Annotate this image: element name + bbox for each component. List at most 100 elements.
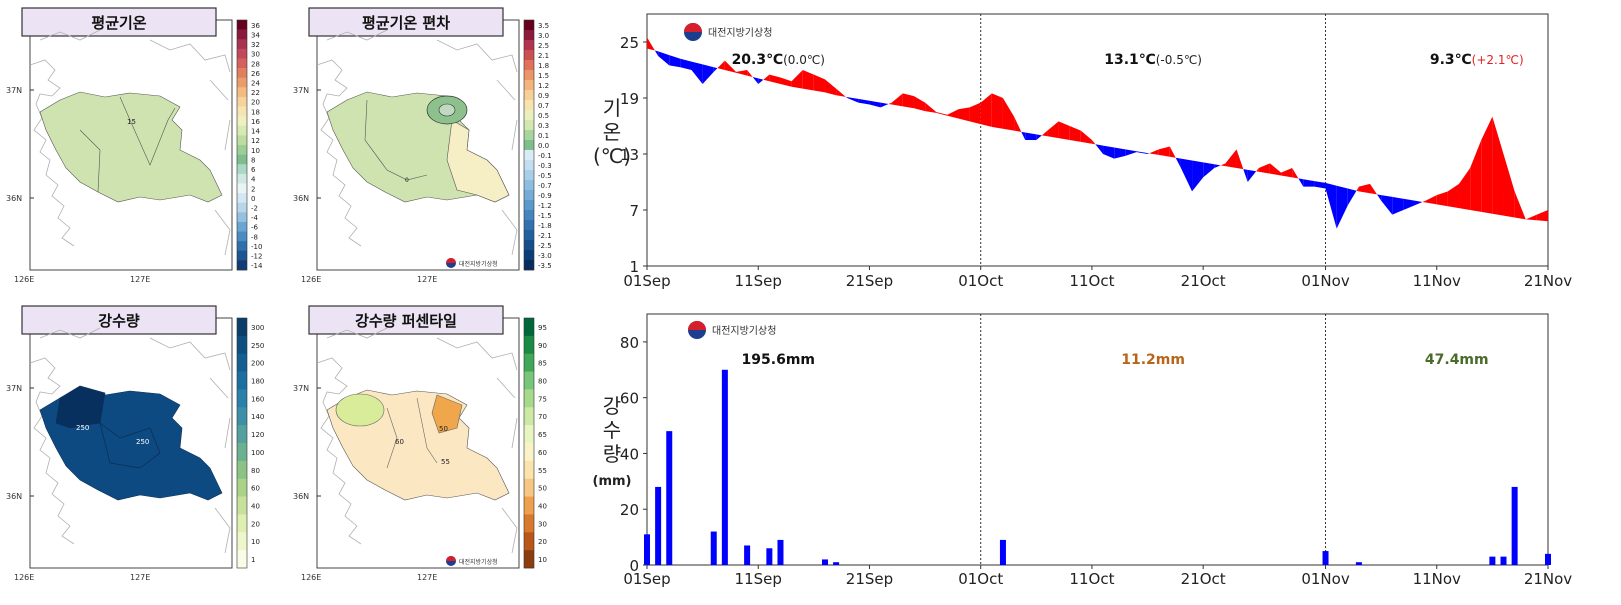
colorbar-swatch bbox=[237, 496, 247, 515]
y-axis-label: (mm) bbox=[593, 474, 632, 489]
anomaly-above-fill bbox=[802, 70, 814, 91]
anomaly-below-fill bbox=[845, 96, 848, 98]
anomaly-above-fill bbox=[735, 70, 748, 76]
colorbar-label: 1.8 bbox=[538, 62, 549, 70]
precip-bar bbox=[744, 545, 751, 565]
anomaly-below-fill bbox=[1414, 200, 1423, 206]
colorbar-label: 80 bbox=[251, 467, 260, 475]
colorbar-swatch bbox=[237, 116, 247, 127]
lon-label: 127E bbox=[130, 275, 150, 284]
colorbar-label: -8 bbox=[251, 233, 258, 241]
anomaly-below-fill bbox=[1147, 153, 1150, 154]
anomaly-above-fill bbox=[1370, 183, 1377, 195]
colorbar-swatch bbox=[524, 140, 534, 151]
anomaly-below-fill bbox=[1192, 160, 1204, 192]
monthly-total-label: 195.6mm bbox=[742, 352, 815, 368]
anomaly-above-fill bbox=[780, 77, 792, 87]
anomaly-below-fill bbox=[1180, 158, 1193, 192]
map-region: 250 250 bbox=[39, 385, 223, 501]
colorbar-swatch bbox=[524, 318, 534, 337]
kma-logo-icon bbox=[446, 258, 456, 268]
contour-label: 0 bbox=[405, 177, 409, 184]
colorbar-swatch bbox=[237, 231, 247, 242]
contour-label: 15 bbox=[127, 118, 136, 126]
anomaly-below-fill bbox=[758, 78, 764, 84]
colorbar-swatch bbox=[237, 221, 247, 232]
x-tick-label: 01Sep bbox=[623, 272, 670, 290]
colorbar-swatch bbox=[237, 87, 247, 98]
colorbar-label: 55 bbox=[538, 467, 547, 475]
logo-mark bbox=[446, 556, 456, 561]
precip-bar bbox=[644, 534, 650, 565]
y-tick-label: 13 bbox=[620, 146, 639, 164]
anomaly-below-fill bbox=[1314, 181, 1326, 189]
monthly-total-label: 47.4mm bbox=[1425, 352, 1489, 368]
map-title: 평균기온 bbox=[91, 14, 146, 32]
precip-bar bbox=[710, 531, 717, 565]
lon-label: 127E bbox=[417, 275, 437, 284]
kma-logo-icon bbox=[446, 556, 456, 566]
colorbar-swatch bbox=[237, 241, 247, 252]
x-tick-label: 11Oct bbox=[1069, 272, 1114, 290]
precip-bar bbox=[655, 486, 662, 565]
precip-bar bbox=[1489, 556, 1496, 565]
anomaly-above-fill bbox=[647, 37, 655, 51]
x-tick-label: 11Nov bbox=[1413, 570, 1461, 588]
coastline bbox=[316, 29, 518, 256]
anomaly-below-fill bbox=[1103, 145, 1115, 159]
lat-label: 37N bbox=[293, 86, 309, 95]
colorbar-swatch bbox=[524, 60, 534, 71]
anomaly-below-fill bbox=[1347, 188, 1357, 206]
colorbar-swatch bbox=[237, 460, 247, 480]
anomaly-below-fill bbox=[1303, 179, 1315, 187]
colorbar-label: -1.5 bbox=[538, 212, 552, 220]
anomaly-below-fill bbox=[1114, 147, 1126, 159]
anomaly-above-fill bbox=[902, 93, 914, 109]
anomaly-above-fill bbox=[1281, 168, 1293, 178]
lat-label: 37N bbox=[6, 86, 22, 95]
anomaly-above-fill bbox=[1447, 183, 1460, 209]
colorbar-label: -4 bbox=[251, 214, 259, 222]
map-title: 강수량 bbox=[98, 312, 140, 330]
anomaly-below-fill bbox=[880, 102, 889, 108]
lat-label: 36N bbox=[6, 492, 22, 501]
contour-line bbox=[119, 96, 176, 166]
contour-label: 250 bbox=[136, 438, 149, 446]
x-tick-label: 01Oct bbox=[958, 570, 1003, 588]
colorbar-label: 80 bbox=[538, 378, 547, 386]
x-tick-label: 21Sep bbox=[846, 570, 893, 588]
colorbar-label: 65 bbox=[538, 431, 547, 439]
colorbar-swatch bbox=[524, 478, 534, 497]
anomaly-above-fill bbox=[1536, 210, 1548, 222]
anomaly-above-fill bbox=[717, 60, 725, 70]
anomaly-below-fill bbox=[1381, 195, 1393, 215]
anomaly-above-fill bbox=[1436, 191, 1448, 207]
colorbar-label: 30 bbox=[251, 51, 260, 59]
colorbar-swatch bbox=[237, 77, 247, 88]
colorbar-swatch bbox=[524, 40, 534, 51]
x-tick-label: 11Sep bbox=[735, 570, 782, 588]
y-tick-label: 0 bbox=[629, 557, 639, 575]
colorbar-label: 0.7 bbox=[538, 102, 549, 110]
lat-label: 36N bbox=[293, 194, 309, 203]
colorbar-label: 12 bbox=[251, 137, 260, 145]
colorbar-label: 10 bbox=[251, 538, 260, 546]
y-tick-label: 19 bbox=[620, 90, 639, 108]
anomaly-above-fill bbox=[1459, 168, 1471, 210]
logo-mark bbox=[446, 258, 456, 263]
anomaly-below-fill bbox=[713, 67, 718, 72]
anomaly-above-fill bbox=[969, 102, 981, 125]
anomaly-above-fill bbox=[1425, 195, 1437, 205]
colorbar-label: 70 bbox=[538, 413, 547, 421]
colorbar-swatch bbox=[237, 550, 247, 569]
colorbar-label: -2 bbox=[251, 205, 258, 213]
colorbar-label: 0 bbox=[251, 195, 255, 203]
anomaly-above-fill bbox=[791, 70, 803, 89]
colorbar-swatch bbox=[237, 68, 247, 78]
colorbar-frame bbox=[523, 317, 535, 569]
anomaly-below-fill bbox=[858, 98, 870, 105]
precip-bar bbox=[833, 562, 840, 565]
y-axis-label: 량 bbox=[603, 442, 621, 466]
